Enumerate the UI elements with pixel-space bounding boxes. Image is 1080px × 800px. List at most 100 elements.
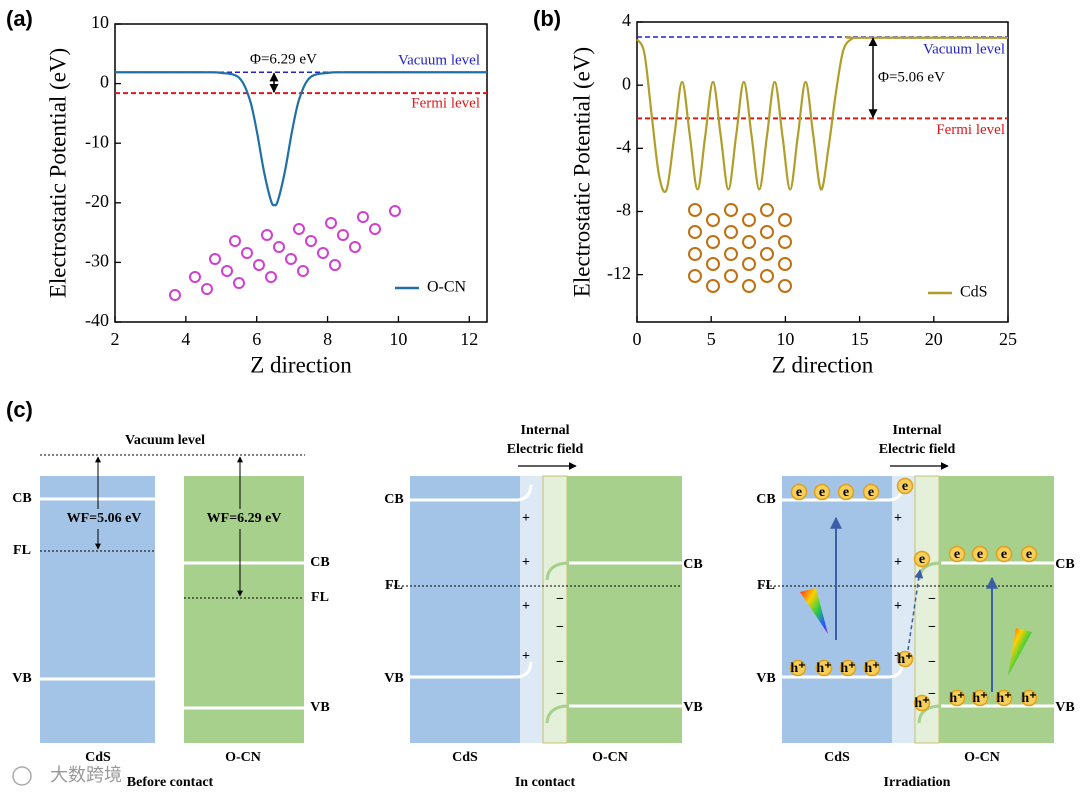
atom — [317, 247, 329, 259]
diagram-label: Electric field — [879, 442, 956, 457]
diagram-label: Before contact — [127, 775, 214, 790]
carrier — [948, 545, 966, 563]
atom — [297, 265, 309, 277]
diagram-label: − — [928, 592, 936, 607]
structure-sketch — [688, 203, 792, 293]
x-tick-label: 25 — [999, 329, 1017, 349]
band-bend — [545, 561, 570, 581]
carrier — [995, 545, 1013, 563]
watermark-logo — [12, 766, 32, 786]
diagram-label: CB — [683, 557, 702, 572]
diagram-label: + — [522, 599, 530, 614]
atom — [760, 269, 774, 283]
y-axis-label: Electrostatic Potential (eV) — [45, 48, 70, 298]
x-tick-label: 10 — [389, 329, 407, 349]
atom — [778, 257, 792, 271]
diagram-label: h⁺ — [914, 696, 929, 711]
depletion-cds — [520, 476, 543, 743]
carrier — [839, 659, 857, 677]
diagram-label: O-CN — [592, 750, 628, 765]
diagram-label: e — [954, 547, 960, 562]
atom — [760, 225, 774, 239]
x-tick-label: 20 — [925, 329, 943, 349]
atom — [169, 289, 181, 301]
atom — [209, 253, 221, 265]
atom — [305, 235, 317, 247]
atom — [285, 253, 297, 265]
band-bend — [545, 704, 570, 724]
atom — [706, 235, 720, 249]
diagram-label: CdS — [85, 750, 111, 765]
atom — [357, 211, 369, 223]
legend-label: CdS — [960, 284, 988, 301]
atom — [201, 283, 213, 295]
x-tick-label: 12 — [460, 329, 478, 349]
plot-frame — [114, 23, 488, 323]
diagram-label: WF=5.06 eV — [67, 511, 142, 526]
diagram-label: In contact — [515, 775, 576, 790]
structure-sketch — [169, 205, 401, 301]
atom — [325, 217, 337, 229]
carrier — [1020, 545, 1038, 563]
wf-bg — [196, 509, 292, 529]
plot-frame — [636, 21, 1009, 323]
atom — [369, 223, 381, 235]
diagram-label: e — [819, 485, 825, 500]
carrier — [971, 545, 989, 563]
diagram-label: VB — [1055, 700, 1074, 715]
diagram-label: − — [556, 620, 564, 635]
diagram-label: h⁺ — [840, 661, 855, 676]
carrier — [1020, 689, 1038, 707]
atom — [688, 225, 702, 239]
atom — [724, 247, 738, 261]
atom — [189, 271, 201, 283]
atom — [329, 259, 341, 271]
diagram-label: + — [522, 511, 530, 526]
carrier — [863, 659, 881, 677]
data-line — [636, 36, 1009, 194]
diagram-label: − — [556, 655, 564, 670]
diagram-label: e — [1026, 547, 1032, 562]
diagram-label: FL — [311, 590, 329, 605]
atom — [742, 257, 756, 271]
atom — [688, 203, 702, 217]
diagram-label: Internal — [893, 423, 942, 438]
atom — [253, 259, 265, 271]
diagram-label: h⁺ — [864, 661, 879, 676]
y-tick-label: 0 — [622, 73, 631, 93]
diagram-label: Irradiation — [884, 775, 951, 790]
atom — [221, 265, 233, 277]
diagram-label: + — [522, 555, 530, 570]
x-tick-label: 0 — [633, 329, 642, 349]
diagram-label: CB — [1055, 557, 1074, 572]
band-bend — [515, 484, 533, 502]
diagram-label: − — [928, 655, 936, 670]
y-tick-label: -30 — [85, 251, 109, 271]
atom — [389, 205, 401, 217]
atom — [233, 277, 245, 289]
carrier — [790, 483, 808, 501]
depletion-cds — [892, 476, 915, 743]
diagram-label: CB — [310, 555, 329, 570]
x-axis-label: Z direction — [250, 352, 352, 377]
atom — [760, 203, 774, 217]
diagram-label: h⁺ — [972, 691, 987, 706]
atom — [724, 225, 738, 239]
annotation: Φ=6.29 eV — [250, 51, 317, 67]
carrier — [971, 689, 989, 707]
atom — [265, 271, 277, 283]
diagram-label: − — [928, 687, 936, 702]
cds-block — [410, 476, 520, 743]
panel-label: (c) — [6, 397, 33, 422]
diagram-label: CdS — [452, 750, 478, 765]
diagram-label: FL — [385, 578, 403, 593]
diagram-label: + — [894, 511, 902, 526]
y-tick-label: -20 — [85, 191, 109, 211]
diagram-label: CB — [12, 491, 31, 506]
x-tick-label: 15 — [851, 329, 869, 349]
carrier — [813, 483, 831, 501]
atom — [778, 279, 792, 293]
diagram-label: O-CN — [225, 750, 261, 765]
y-axis-label: Electrostatic Potential (eV) — [569, 47, 594, 297]
diagram-label: h⁺ — [949, 691, 964, 706]
